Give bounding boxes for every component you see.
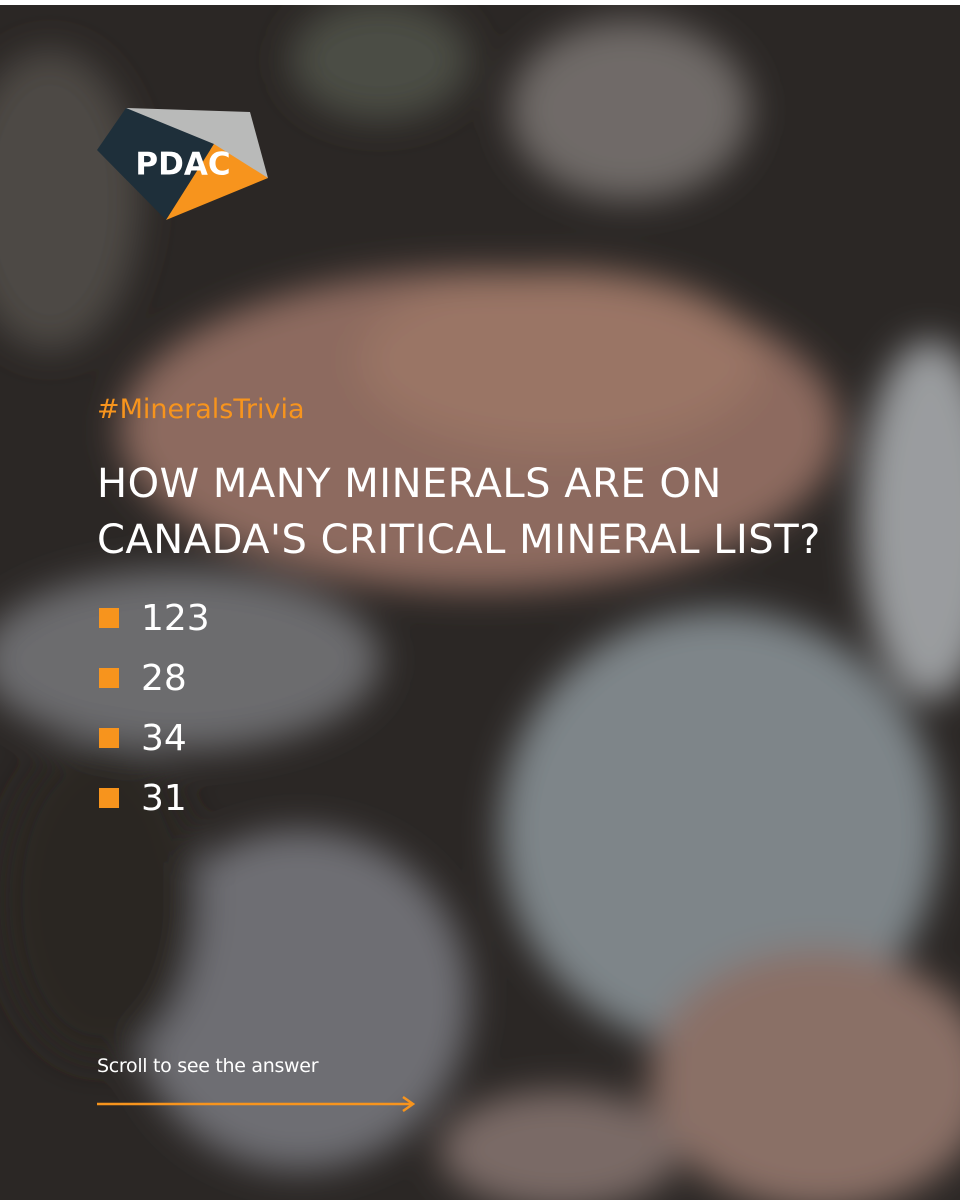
option: 123: [99, 596, 210, 640]
question-line: CANADA'S CRITICAL MINERAL LIST?: [97, 517, 821, 563]
option: 28: [99, 656, 187, 700]
logo: PDAC: [97, 108, 268, 220]
footer-text: Scroll to see the answer: [97, 1055, 319, 1077]
option-text: 34: [141, 717, 187, 759]
question-line: HOW MANY MINERALS ARE ON: [97, 461, 722, 507]
option: 31: [99, 776, 187, 820]
question: HOW MANY MINERALS ARE ON CANADA'S CRITICA…: [97, 456, 821, 568]
option-text: 31: [141, 777, 187, 819]
option-text: 28: [141, 657, 187, 699]
arrow: [97, 1095, 416, 1113]
option-bullet: [99, 788, 119, 808]
option: 34: [99, 716, 187, 760]
logo-shape: [166, 144, 268, 220]
option-bullet: [99, 608, 119, 628]
logo-shape: [97, 108, 214, 220]
hashtag: #MineralsTrivia: [97, 394, 305, 425]
option-bullet: [99, 728, 119, 748]
option-text: 123: [141, 597, 210, 639]
option-bullet: [99, 668, 119, 688]
logo-text: PDAC: [135, 147, 230, 183]
